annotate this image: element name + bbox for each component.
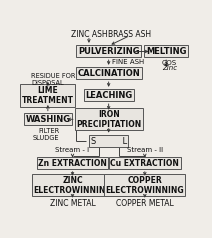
Text: COPPER METAL: COPPER METAL: [116, 198, 174, 208]
Text: S          L: S L: [91, 137, 127, 146]
Text: LIME
TREATMENT: LIME TREATMENT: [22, 86, 74, 105]
Text: CALCINATION: CALCINATION: [77, 69, 140, 78]
Text: IRON
PRECIPITATION: IRON PRECIPITATION: [76, 109, 141, 129]
Text: WASHING: WASHING: [25, 115, 70, 124]
Text: PULVERIZING: PULVERIZING: [78, 47, 139, 56]
Text: COPPER
ELECTROWINNING: COPPER ELECTROWINNING: [106, 176, 184, 195]
Text: ZINC METAL: ZINC METAL: [50, 198, 95, 208]
Text: Zn EXTRACTION: Zn EXTRACTION: [38, 159, 107, 168]
Text: Cu EXTRACTION: Cu EXTRACTION: [110, 159, 179, 168]
Text: BRASS ASH: BRASS ASH: [109, 30, 152, 40]
Text: Stream - II: Stream - II: [127, 147, 163, 153]
Text: FILTER
SLUDGE: FILTER SLUDGE: [33, 128, 59, 141]
Text: GOS: GOS: [162, 60, 177, 66]
Text: Zinc: Zinc: [162, 64, 177, 71]
Text: LEACHING: LEACHING: [85, 91, 132, 100]
Text: ZINC ASH: ZINC ASH: [71, 30, 107, 40]
Text: Stream - I: Stream - I: [56, 147, 89, 153]
Text: RESIDUE FOR
DISPOSAL: RESIDUE FOR DISPOSAL: [31, 73, 76, 86]
Text: ZINC
ELECTROWINNING: ZINC ELECTROWINNING: [33, 176, 112, 195]
Text: MELTING: MELTING: [146, 47, 186, 56]
Text: FINE ASH: FINE ASH: [112, 59, 144, 65]
